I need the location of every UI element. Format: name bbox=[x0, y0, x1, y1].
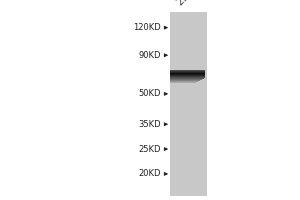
Text: 25KD: 25KD bbox=[139, 145, 161, 154]
Bar bbox=[170, 71, 205, 72]
Bar bbox=[170, 76, 205, 77]
Text: 293: 293 bbox=[174, 0, 195, 7]
Bar bbox=[170, 81, 198, 82]
Bar bbox=[170, 12, 207, 196]
Text: 35KD: 35KD bbox=[138, 120, 161, 129]
Text: 90KD: 90KD bbox=[139, 51, 161, 60]
Bar bbox=[170, 72, 205, 73]
Bar bbox=[170, 77, 205, 78]
Text: 50KD: 50KD bbox=[139, 89, 161, 98]
Bar bbox=[170, 78, 204, 79]
Bar bbox=[170, 80, 200, 81]
Bar bbox=[170, 82, 196, 83]
Text: 120KD: 120KD bbox=[133, 23, 161, 32]
Bar bbox=[170, 70, 205, 71]
Bar bbox=[170, 74, 205, 75]
Text: 20KD: 20KD bbox=[139, 169, 161, 178]
Bar bbox=[170, 79, 202, 80]
Bar bbox=[170, 73, 205, 74]
Bar bbox=[170, 75, 205, 76]
